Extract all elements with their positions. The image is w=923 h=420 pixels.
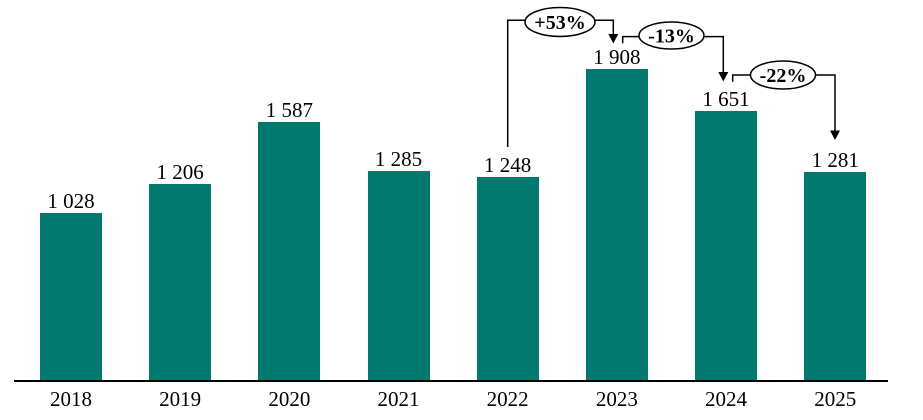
bar-group-2022: 1 248 2022 [453,0,563,420]
bar-value-label-2023: 1 908 [593,45,641,70]
x-tick-2018: 2018 [50,387,92,411]
bar-group-2020: 1 587 2020 [234,0,344,420]
x-tick-2023: 2023 [595,387,638,411]
x-tick-2020: 2020 [268,387,311,411]
bar-2019 [149,184,212,381]
x-tick-2021: 2021 [377,387,420,411]
x-tick-2022: 2022 [486,387,529,411]
bar-value-label-2018: 1 028 [47,189,95,214]
bar-group-2021: 1 285 2021 [344,0,454,420]
bar-group-2025: 1 281 2025 [780,0,890,420]
bar-2023 [585,69,648,381]
bar-value-label-2020: 1 587 [265,97,313,122]
bar-group-2023: 1 908 2023 [562,0,672,420]
bar-2025 [804,171,867,381]
x-tick-2019: 2019 [159,387,202,411]
bar-value-label-2024: 1 651 [702,87,750,112]
x-axis-line [14,380,888,382]
bar-group-2024: 1 651 2024 [671,0,781,420]
bar-value-label-2021: 1 285 [374,147,423,172]
bar-value-label-2022: 1 248 [484,153,532,178]
bar-group-2019: 1 206 2019 [125,0,235,420]
bar-value-label-2019: 1 206 [156,160,204,185]
bar-group-2018: 1 028 2018 [16,0,126,420]
bar-2024 [695,111,758,381]
bar-2018 [40,213,102,381]
x-tick-2025: 2025 [814,387,857,411]
x-tick-2024: 2024 [705,387,748,411]
bar-2020 [258,121,321,381]
bar-2021 [367,171,430,381]
bar-value-label-2025: 1 281 [811,147,859,172]
bar-2022 [476,177,539,381]
